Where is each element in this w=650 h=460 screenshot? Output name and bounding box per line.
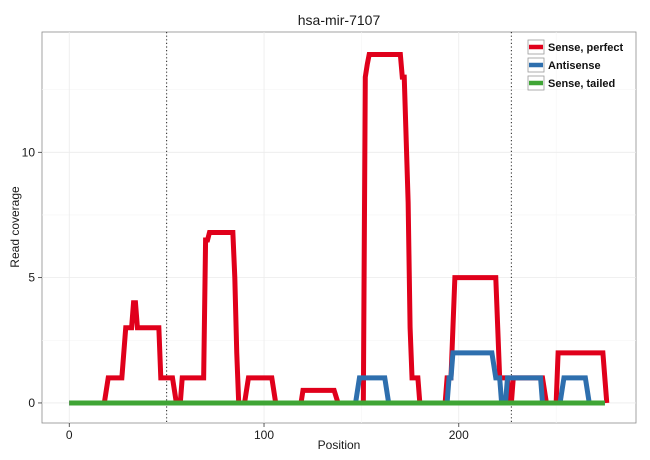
y-tick-label: 5: [28, 271, 35, 285]
x-axis-title: Position: [318, 438, 361, 452]
x-tick-label: 0: [66, 428, 73, 442]
x-tick-label: 100: [254, 428, 274, 442]
x-tick-label: 200: [449, 428, 469, 442]
y-axis-title: Read coverage: [8, 186, 22, 268]
legend-label: Sense, tailed: [548, 78, 615, 90]
legend-label: Sense, perfect: [548, 42, 624, 54]
legend-label: Antisense: [548, 60, 601, 72]
y-axis: 0 5 10: [22, 145, 42, 410]
plot-panel: [42, 32, 636, 423]
x-axis: 0 100 200: [66, 423, 469, 442]
y-tick-label: 10: [22, 145, 36, 159]
chart-title: hsa-mir-7107: [298, 12, 381, 28]
y-tick-label: 0: [28, 396, 35, 410]
